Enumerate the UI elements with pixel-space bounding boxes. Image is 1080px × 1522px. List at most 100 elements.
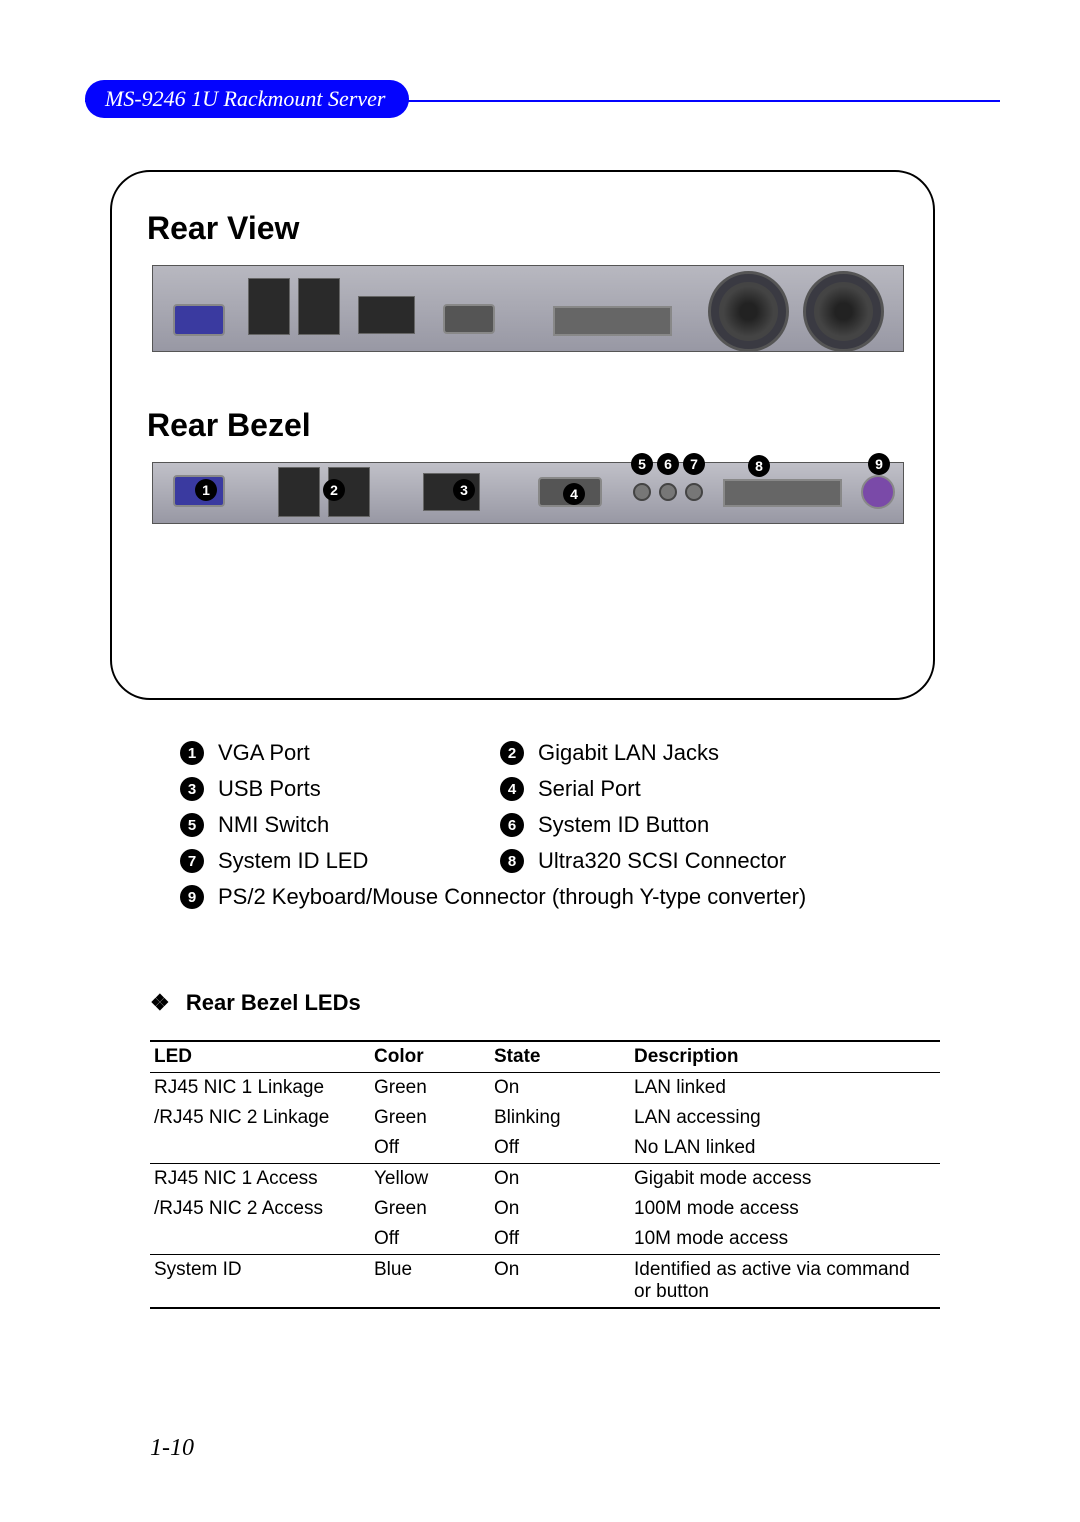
led-section-title: ❖ Rear Bezel LEDs [150, 990, 361, 1016]
callout-8: 8 [748, 455, 770, 477]
legend-num-icon: 5 [180, 813, 204, 837]
legend-item: 8 Ultra320 SCSI Connector [500, 848, 940, 874]
legend-item: 4 Serial Port [500, 776, 940, 802]
legend-num-icon: 4 [500, 777, 524, 801]
table-cell-led: /RJ45 NIC 2 Access [150, 1194, 370, 1224]
legend-item: 1 VGA Port [180, 740, 500, 766]
table-cell-desc: Gigabit mode access [630, 1164, 940, 1195]
col-header-led: LED [150, 1041, 370, 1073]
lan-jack-icon [298, 278, 340, 335]
led-table: LED Color State Description RJ45 NIC 1 L… [150, 1040, 940, 1309]
callout-4: 4 [563, 483, 585, 505]
lan-jack-icon [248, 278, 290, 335]
system-id-button-icon [659, 483, 677, 501]
table-cell-desc: Identified as active via command or butt… [630, 1255, 940, 1309]
legend-item: 5 NMI Switch [180, 812, 500, 838]
table-cell-led [150, 1133, 370, 1164]
page-number: 1-10 [150, 1435, 194, 1462]
legend-item: 6 System ID Button [500, 812, 940, 838]
callout-2: 2 [323, 479, 345, 501]
legend-label: Ultra320 SCSI Connector [538, 848, 786, 874]
serial-port-icon [443, 304, 495, 334]
table-cell-color: Green [370, 1073, 490, 1104]
col-header-state: State [490, 1041, 630, 1073]
lan-jack-icon [278, 467, 320, 517]
legend-num-icon: 9 [180, 885, 204, 909]
table-row: System IDBlueOnIdentified as active via … [150, 1255, 940, 1309]
legend-item: 7 System ID LED [180, 848, 500, 874]
callout-6: 6 [657, 453, 679, 475]
scsi-connector-icon [553, 306, 672, 336]
table-cell-led: RJ45 NIC 1 Linkage [150, 1073, 370, 1104]
table-cell-desc: 100M mode access [630, 1194, 940, 1224]
legend-label: Serial Port [538, 776, 641, 802]
legend-label: System ID LED [218, 848, 368, 874]
legend-label: USB Ports [218, 776, 321, 802]
table-cell-desc: No LAN linked [630, 1133, 940, 1164]
table-cell-desc: LAN linked [630, 1073, 940, 1104]
table-cell-state: On [490, 1194, 630, 1224]
legend-label: NMI Switch [218, 812, 329, 838]
scsi-connector-icon [723, 479, 842, 507]
legend-num-icon: 7 [180, 849, 204, 873]
table-row: OffOffNo LAN linked [150, 1133, 940, 1164]
table-row: RJ45 NIC 1 LinkageGreenOnLAN linked [150, 1073, 940, 1104]
fan-icon [708, 271, 789, 352]
table-cell-led: /RJ45 NIC 2 Linkage [150, 1103, 370, 1133]
table-cell-led: RJ45 NIC 1 Access [150, 1164, 370, 1195]
legend-num-icon: 3 [180, 777, 204, 801]
legend-num-icon: 2 [500, 741, 524, 765]
table-cell-led: System ID [150, 1255, 370, 1309]
nmi-switch-icon [633, 483, 651, 501]
col-header-color: Color [370, 1041, 490, 1073]
rear-bezel-title: Rear Bezel [147, 407, 898, 444]
system-id-led-icon [685, 483, 703, 501]
col-header-desc: Description [630, 1041, 940, 1073]
table-cell-color: Yellow [370, 1164, 490, 1195]
table-cell-state: Off [490, 1133, 630, 1164]
callout-1: 1 [195, 479, 217, 501]
legend-num-icon: 6 [500, 813, 524, 837]
rear-view-diagram [152, 265, 904, 352]
fan-icon [803, 271, 884, 352]
table-row: OffOff10M mode access [150, 1224, 940, 1255]
table-cell-color: Blue [370, 1255, 490, 1309]
callout-legend: 1 VGA Port 2 Gigabit LAN Jacks 3 USB Por… [180, 740, 940, 920]
callout-7: 7 [683, 453, 705, 475]
ps2-connector-icon [861, 475, 895, 509]
callout-3: 3 [453, 479, 475, 501]
table-cell-color: Green [370, 1103, 490, 1133]
table-cell-state: On [490, 1255, 630, 1309]
led-table-body: RJ45 NIC 1 LinkageGreenOnLAN linked/RJ45… [150, 1073, 940, 1309]
table-row: RJ45 NIC 1 AccessYellowOnGigabit mode ac… [150, 1164, 940, 1195]
legend-label: PS/2 Keyboard/Mouse Connector (through Y… [218, 884, 806, 910]
rear-bezel-diagram: 1 2 3 4 5 6 7 8 9 [152, 462, 904, 524]
table-cell-color: Green [370, 1194, 490, 1224]
usb-ports-icon [358, 296, 415, 334]
legend-label: Gigabit LAN Jacks [538, 740, 719, 766]
callout-5: 5 [631, 453, 653, 475]
table-row: /RJ45 NIC 2 AccessGreenOn100M mode acces… [150, 1194, 940, 1224]
legend-item: 3 USB Ports [180, 776, 500, 802]
legend-label: VGA Port [218, 740, 310, 766]
table-cell-color: Off [370, 1224, 490, 1255]
table-cell-state: On [490, 1164, 630, 1195]
header-title: MS-9246 1U Rackmount Server [85, 80, 409, 118]
table-cell-state: Off [490, 1224, 630, 1255]
legend-num-icon: 8 [500, 849, 524, 873]
legend-item: 2 Gigabit LAN Jacks [500, 740, 940, 766]
rear-view-title: Rear View [147, 210, 898, 247]
legend-num-icon: 1 [180, 741, 204, 765]
diamond-icon: ❖ [150, 990, 170, 1015]
legend-label: System ID Button [538, 812, 709, 838]
callout-9: 9 [868, 453, 890, 475]
table-cell-desc: LAN accessing [630, 1103, 940, 1133]
page-header: MS-9246 1U Rackmount Server [85, 80, 1000, 120]
table-cell-desc: 10M mode access [630, 1224, 940, 1255]
diagram-panel: Rear View Rear Bezel 1 2 3 4 5 6 7 8 9 [110, 170, 935, 700]
table-cell-state: On [490, 1073, 630, 1104]
table-header-row: LED Color State Description [150, 1041, 940, 1073]
led-section-title-text: Rear Bezel LEDs [186, 990, 361, 1015]
vga-port-icon [173, 304, 225, 336]
table-cell-state: Blinking [490, 1103, 630, 1133]
